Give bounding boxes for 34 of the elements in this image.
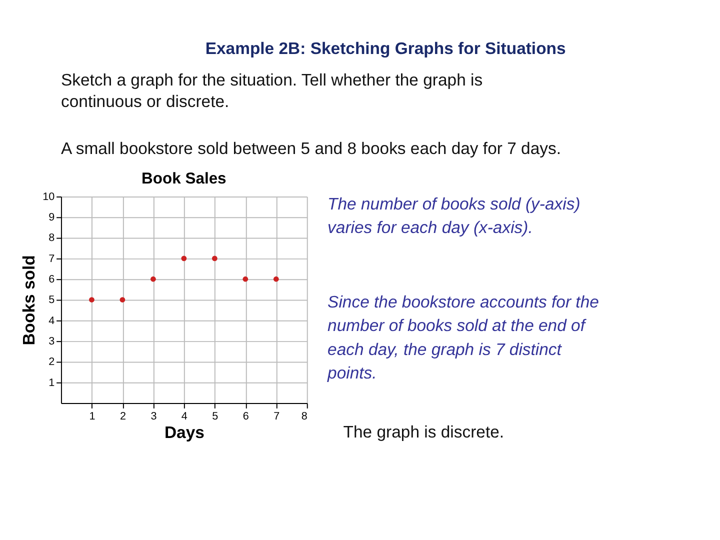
y-tick-label: 8 bbox=[48, 232, 55, 244]
y-tick-label: 6 bbox=[48, 274, 55, 286]
x-tick-label: 7 bbox=[274, 410, 280, 422]
point bbox=[212, 256, 218, 262]
text: The number of books sold (y-axis) varies for each day (x-axis). bbox=[328, 194, 580, 237]
x-tick-label: 2 bbox=[120, 410, 126, 422]
x-tick-label: 1 bbox=[89, 410, 96, 422]
point bbox=[89, 297, 94, 302]
x-axis-title: Days bbox=[164, 422, 204, 442]
x-tick-label: 6 bbox=[242, 410, 249, 422]
y-tick-label: 7 bbox=[48, 252, 55, 265]
point bbox=[120, 297, 126, 302]
point bbox=[150, 276, 156, 282]
y-tick-label: 1 bbox=[48, 376, 55, 389]
point bbox=[242, 276, 248, 282]
y-tick-label: 10 bbox=[42, 190, 55, 203]
x-tick-label: 8 bbox=[301, 410, 308, 422]
y-tick-label: 5 bbox=[48, 294, 55, 306]
text: A small bookstore sold between 5 and 8 books each day for 7 days. bbox=[60, 139, 561, 158]
x-tick-label: 4 bbox=[181, 410, 188, 422]
point bbox=[181, 256, 187, 262]
x-tick-label: 5 bbox=[212, 410, 218, 422]
y-tick-label: 9 bbox=[48, 212, 55, 224]
x-tick-label: 3 bbox=[150, 410, 157, 422]
y-tick-label: 3 bbox=[48, 336, 55, 348]
text: Since the bookstore accounts for the number of books sold at the end of each day, the graph is 7 distinct points. bbox=[326, 292, 599, 382]
y-tick-label: 2 bbox=[48, 356, 55, 368]
chart-title: Book Sales bbox=[142, 170, 227, 188]
point bbox=[273, 276, 279, 282]
text: The graph is discrete. bbox=[343, 422, 504, 442]
text: Example 2B: Sketching Graphs for Situations bbox=[205, 38, 566, 58]
y-tick-label: 4 bbox=[48, 314, 55, 327]
y-axis-title: Books sold bbox=[20, 255, 39, 346]
text: Sketch a graph for the situation. Tell whether the graph is continuous or discrete. bbox=[60, 70, 483, 111]
